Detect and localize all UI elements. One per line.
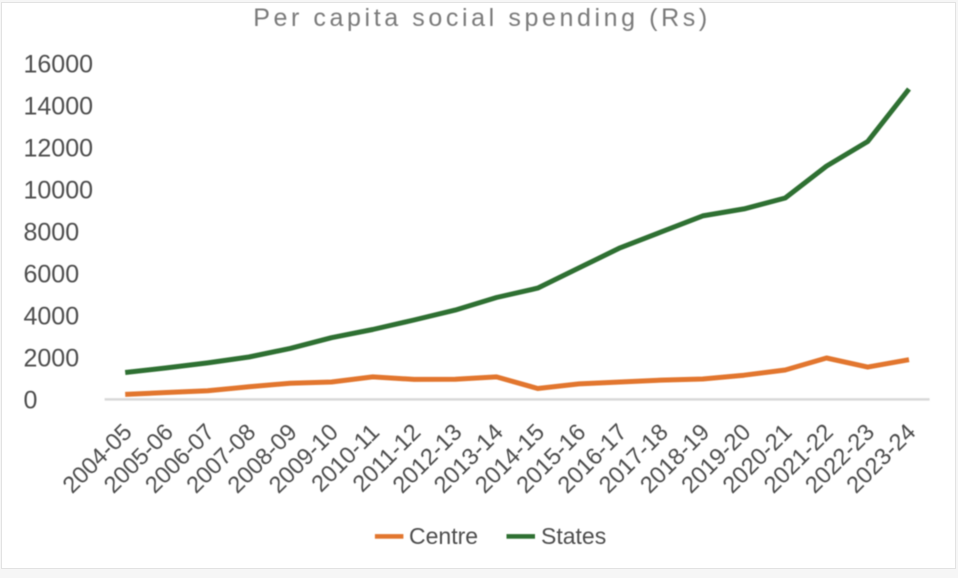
svg-text:6000: 6000 [24, 260, 80, 288]
svg-text:12000: 12000 [24, 134, 94, 162]
svg-text:14000: 14000 [24, 92, 94, 120]
svg-text:16000: 16000 [24, 50, 94, 78]
svg-text:8000: 8000 [24, 218, 80, 246]
svg-text:0: 0 [24, 386, 38, 414]
svg-text:2000: 2000 [24, 344, 80, 372]
svg-text:4000: 4000 [24, 302, 80, 330]
svg-text:States: States [541, 523, 606, 549]
svg-text:10000: 10000 [24, 176, 94, 204]
svg-text:Centre: Centre [409, 523, 478, 549]
svg-text:Per capita social spending (Rs: Per capita social spending (Rs) [253, 4, 711, 32]
